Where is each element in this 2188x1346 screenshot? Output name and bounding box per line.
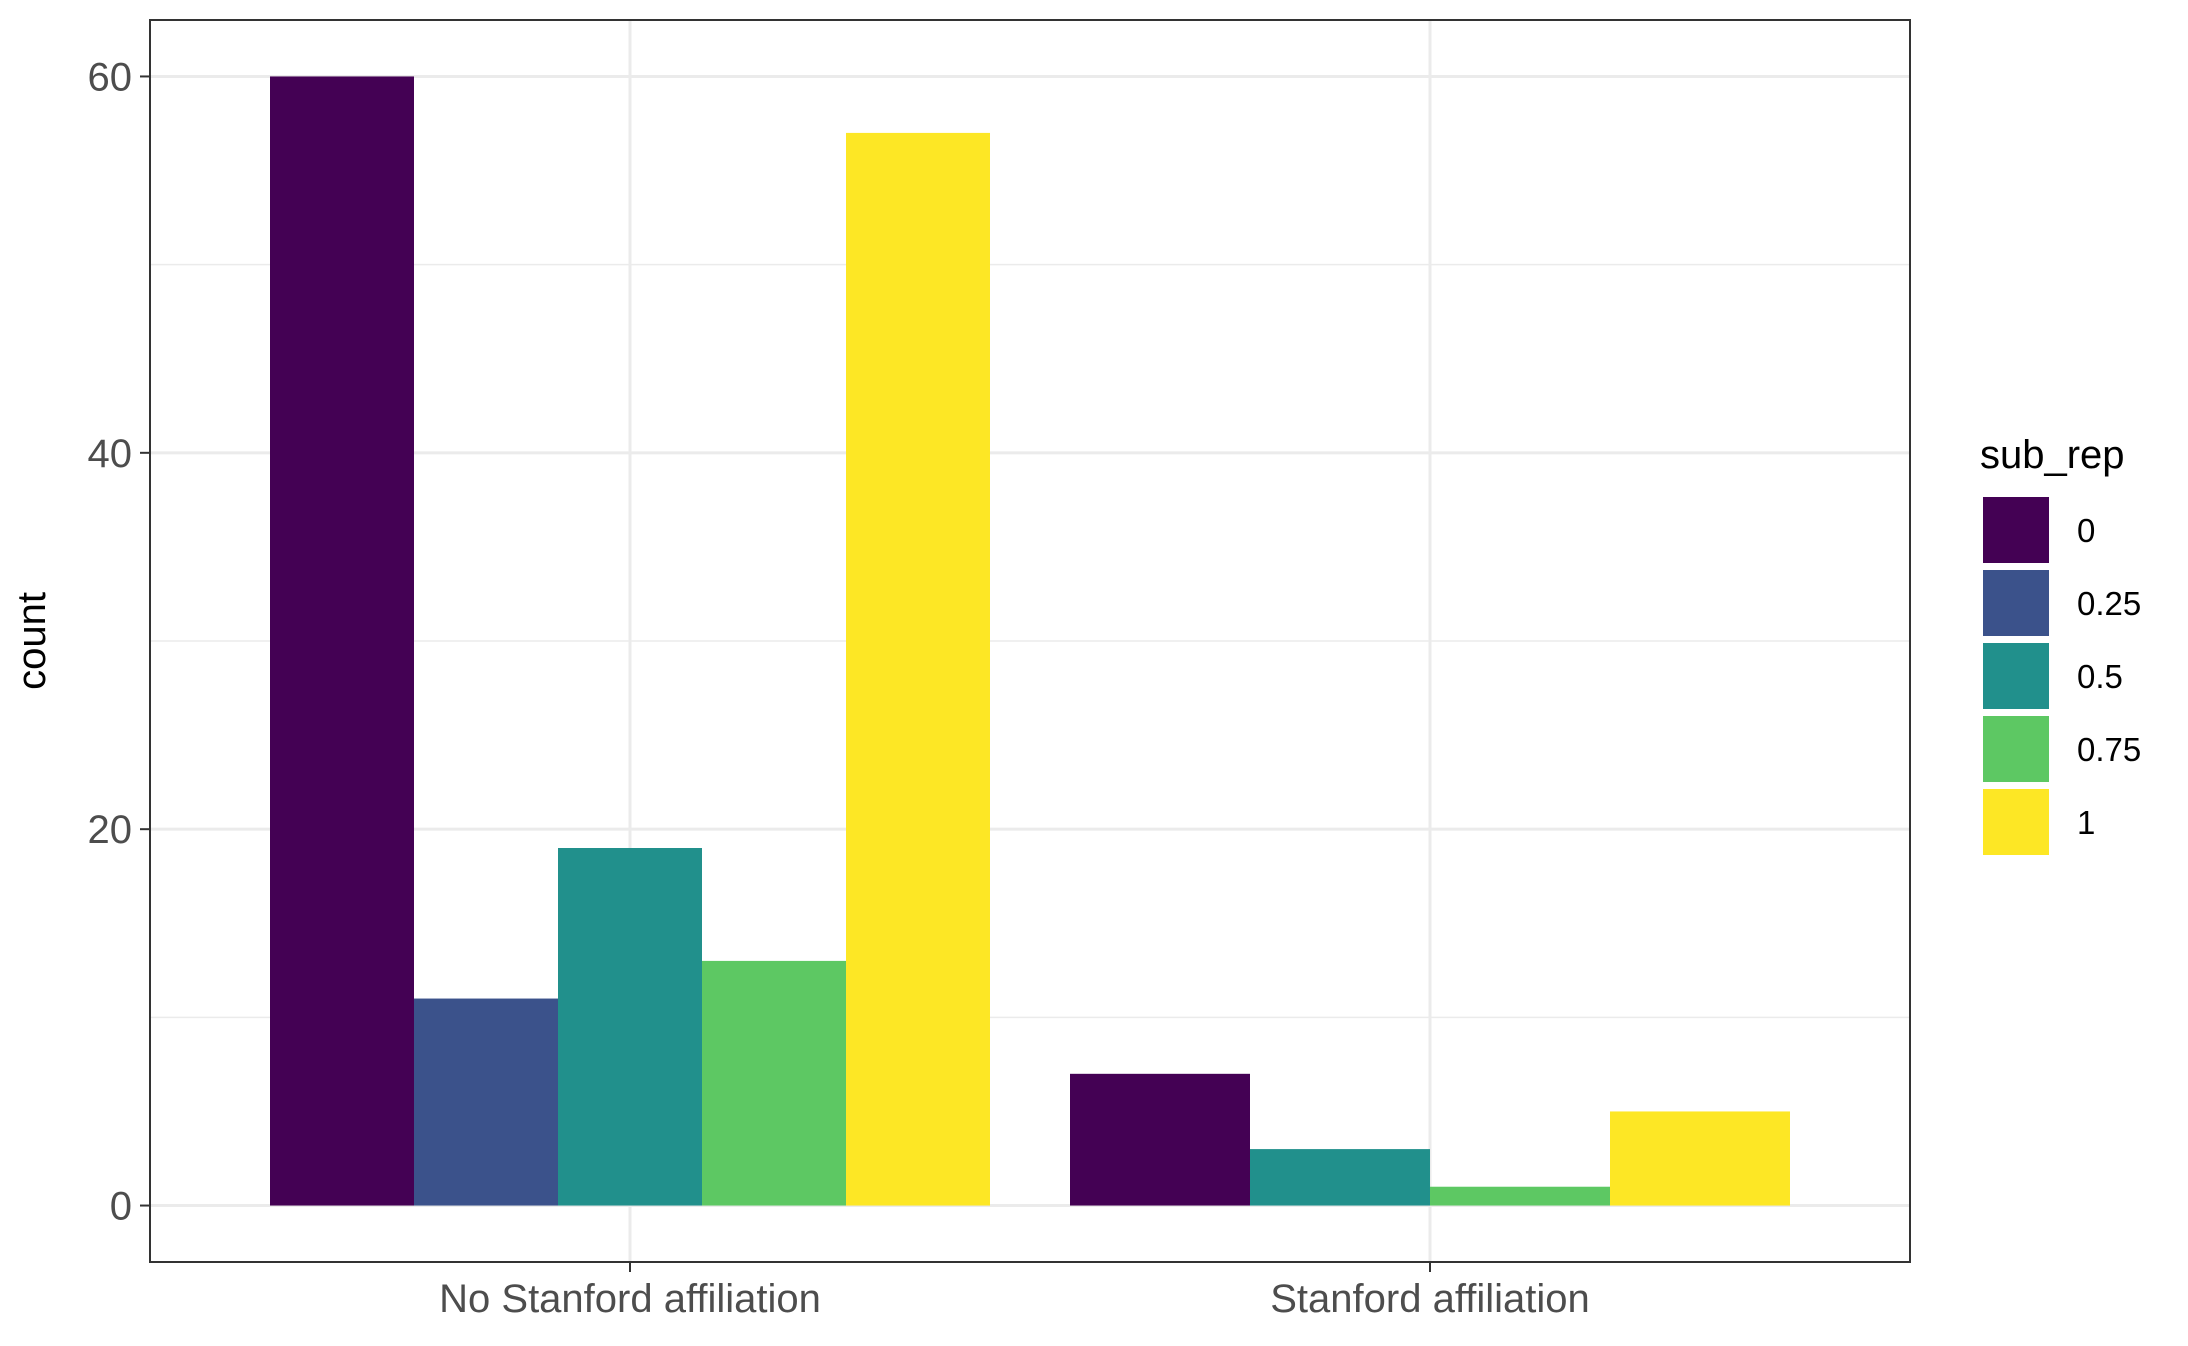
legend-key [1983,789,2049,855]
legend-key [1983,570,2049,636]
y-axis-title: count [10,592,54,690]
plot-panel [149,19,1911,1263]
bar [558,848,702,1206]
y-tick-label: 60 [88,55,133,99]
legend-label: 0 [2077,512,2095,549]
legend-label: 0.25 [2077,585,2141,622]
x-axis: No Stanford affiliation Stanford affiliat… [439,1262,1590,1321]
x-tick-label: No Stanford affiliation [439,1277,821,1321]
legend-key [1983,716,2049,782]
legend-key [1983,497,2049,563]
legend-label: 1 [2077,804,2095,841]
legend: sub_rep 0 0.25 0.5 0.75 1 [1980,433,2141,855]
legend-key [1983,643,2049,709]
legend-title: sub_rep [1980,433,2125,477]
bar [702,960,846,1206]
y-tick-label: 20 [88,808,133,852]
y-axis: 0 20 40 60 [88,55,150,1229]
panel-border [149,19,1911,1263]
bars [270,76,1790,1206]
bar [270,76,414,1206]
y-tick-label: 0 [110,1185,132,1229]
bar [1610,1111,1790,1206]
legend-label: 0.5 [2077,658,2123,695]
bar [1430,1186,1610,1206]
bar [414,998,558,1206]
bar [1250,1149,1430,1206]
x-tick-label: Stanford affiliation [1270,1277,1589,1321]
legend-label: 0.75 [2077,731,2141,768]
bar [1070,1073,1250,1206]
bar [846,132,990,1206]
y-tick-label: 40 [88,432,133,476]
